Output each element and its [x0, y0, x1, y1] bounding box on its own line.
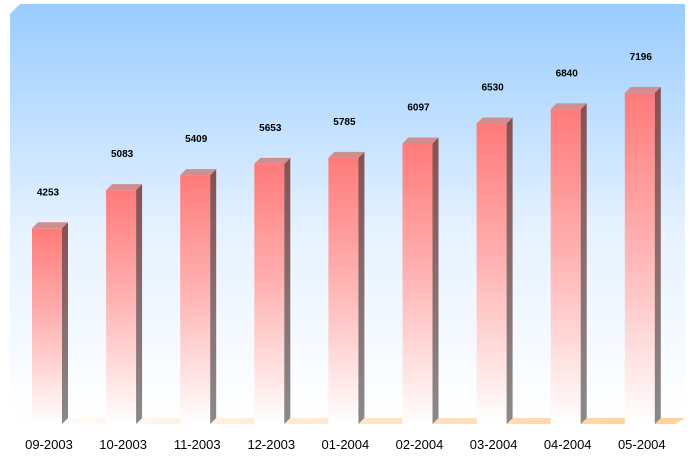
bar-front [476, 123, 507, 424]
bar-side [506, 117, 513, 424]
bar-front [624, 92, 655, 424]
value-label: 5409 [185, 134, 208, 145]
bar-front [180, 175, 211, 424]
x-tick-label: 01-2004 [322, 437, 370, 452]
bar-side [62, 222, 68, 424]
x-tick-label: 03-2004 [470, 437, 518, 452]
bar-front [32, 228, 62, 424]
bar-cap [550, 103, 587, 110]
bar-side [432, 137, 439, 424]
bar-front [402, 143, 433, 424]
value-label: 5785 [333, 117, 356, 128]
bar-side [358, 151, 365, 424]
value-label: 5653 [259, 123, 282, 134]
bar-cap [180, 169, 217, 176]
bar-side [136, 184, 143, 424]
bar-10-2003 [106, 184, 143, 424]
bars [32, 86, 661, 424]
value-label: 6840 [556, 68, 579, 79]
value-label: 7196 [630, 52, 653, 63]
x-tick-label: 09-2003 [25, 437, 73, 452]
bar-front [106, 190, 137, 424]
bar-04-2004 [550, 103, 587, 424]
bar-side [654, 86, 661, 424]
bar-cap [32, 222, 68, 229]
bar-front [550, 109, 581, 424]
bar-02-2004 [402, 137, 439, 424]
value-label: 5083 [111, 149, 134, 160]
x-tick-label: 05-2004 [618, 437, 666, 452]
bar-05-2004 [624, 86, 661, 424]
bar-cap [328, 151, 365, 158]
bar-03-2004 [476, 117, 513, 424]
bar-cap [624, 86, 661, 93]
x-tick-label: 12-2003 [247, 437, 295, 452]
bar-side [210, 169, 217, 424]
bar-cap [106, 184, 143, 191]
bar-front [328, 157, 359, 424]
bar-01-2004 [328, 151, 365, 424]
x-tick-label: 11-2003 [174, 437, 221, 452]
bar-front [254, 163, 285, 424]
bar-12-2003 [254, 157, 291, 424]
bar-09-2003 [32, 222, 68, 424]
x-axis-labels: 09-2003 10-2003 11-2003 12-2003 01-2004 02-20… [25, 437, 666, 452]
bar-side [580, 103, 587, 424]
x-tick-label: 02-2004 [396, 437, 444, 452]
value-label: 6097 [407, 102, 430, 113]
bar-cap [476, 117, 513, 124]
x-tick-label: 04-2004 [544, 437, 592, 452]
bar-cap [402, 137, 439, 144]
value-label: 6530 [481, 83, 504, 94]
value-labels: 4253 5083 5409 5653 5785 6097 6530 6840 7196 [37, 52, 652, 198]
bar-cap [254, 157, 291, 164]
x-tick-label: 10-2003 [99, 437, 147, 452]
bar-11-2003 [180, 169, 217, 424]
bar-side [284, 157, 291, 424]
value-label: 4253 [37, 187, 60, 198]
